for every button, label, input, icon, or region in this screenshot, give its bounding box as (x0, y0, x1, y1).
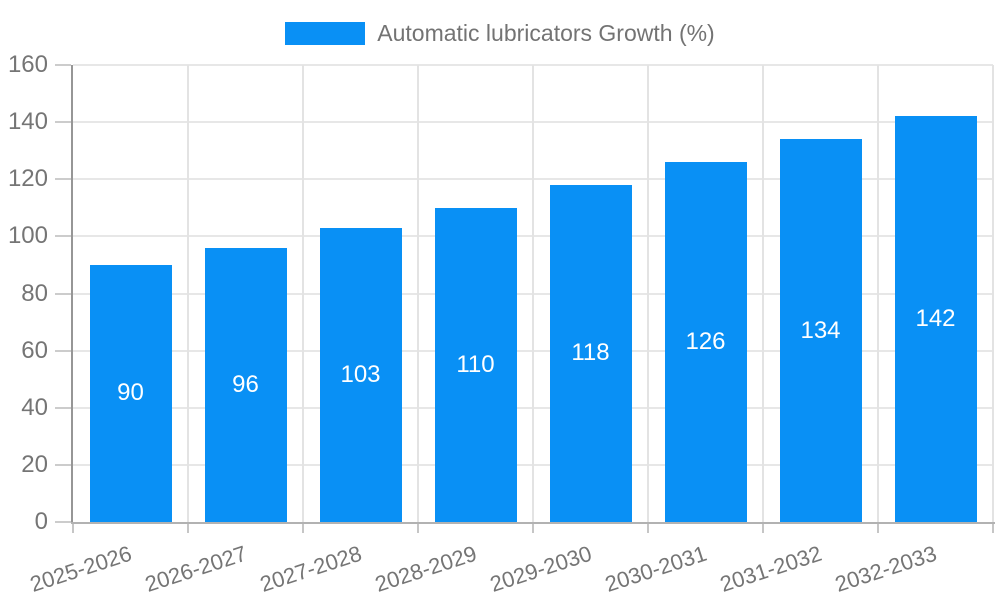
x-axis-tick (72, 524, 74, 533)
gridline-vertical (762, 65, 764, 522)
gridline-vertical (877, 65, 879, 522)
legend-swatch-icon (285, 22, 366, 45)
y-axis-label: 120 (7, 165, 48, 193)
x-axis-tick (302, 524, 304, 533)
y-axis-label: 20 (21, 450, 48, 478)
x-axis-tick (417, 524, 419, 533)
y-axis-label: 40 (21, 393, 48, 421)
bar[interactable] (319, 227, 402, 522)
y-axis-tick (55, 349, 71, 352)
y-axis-label: 60 (21, 336, 48, 364)
y-axis-tick (55, 121, 71, 124)
y-axis-label: 80 (21, 279, 48, 307)
x-axis-tick (992, 524, 994, 533)
legend: Automatic lubricators Growth (%) (0, 20, 1000, 47)
gridline-vertical (417, 65, 419, 522)
x-axis-tick (762, 524, 764, 533)
y-axis-tick (55, 406, 71, 409)
x-axis-tick (647, 524, 649, 533)
y-axis-tick (55, 463, 71, 466)
x-axis-line (71, 522, 995, 524)
y-axis-tick (55, 178, 71, 181)
gridline-vertical (992, 65, 994, 522)
y-axis-label: 0 (34, 508, 48, 535)
gridline-vertical (532, 65, 534, 522)
bar[interactable] (204, 247, 287, 522)
bar[interactable] (89, 264, 172, 522)
plot-area: 0 20 40 60 80 100 120 140 160 90 2025-2026 96 2026-2… (8, 51, 995, 597)
x-axis-tick (187, 524, 189, 533)
y-axis-label: 160 (7, 51, 48, 78)
gridline-vertical (647, 65, 649, 522)
legend-label: Automatic lubricators Growth (%) (377, 20, 715, 46)
legend-item[interactable]: Automatic lubricators Growth (%) (285, 20, 715, 47)
y-axis-tick (55, 292, 71, 295)
bar[interactable] (664, 162, 747, 522)
gridline-vertical (302, 65, 304, 522)
bar[interactable] (434, 207, 517, 522)
bar[interactable] (894, 116, 977, 522)
y-axis-label: 140 (7, 108, 48, 136)
y-axis-tick (55, 64, 71, 66)
bar[interactable] (779, 139, 862, 522)
y-axis-line (71, 65, 73, 524)
gridline-vertical (187, 65, 189, 522)
y-axis-tick (55, 235, 71, 238)
y-axis-tick (55, 521, 71, 523)
bar[interactable] (549, 184, 632, 522)
x-axis-tick (877, 524, 879, 533)
y-axis-label: 100 (7, 222, 48, 250)
x-axis-tick (532, 524, 534, 533)
